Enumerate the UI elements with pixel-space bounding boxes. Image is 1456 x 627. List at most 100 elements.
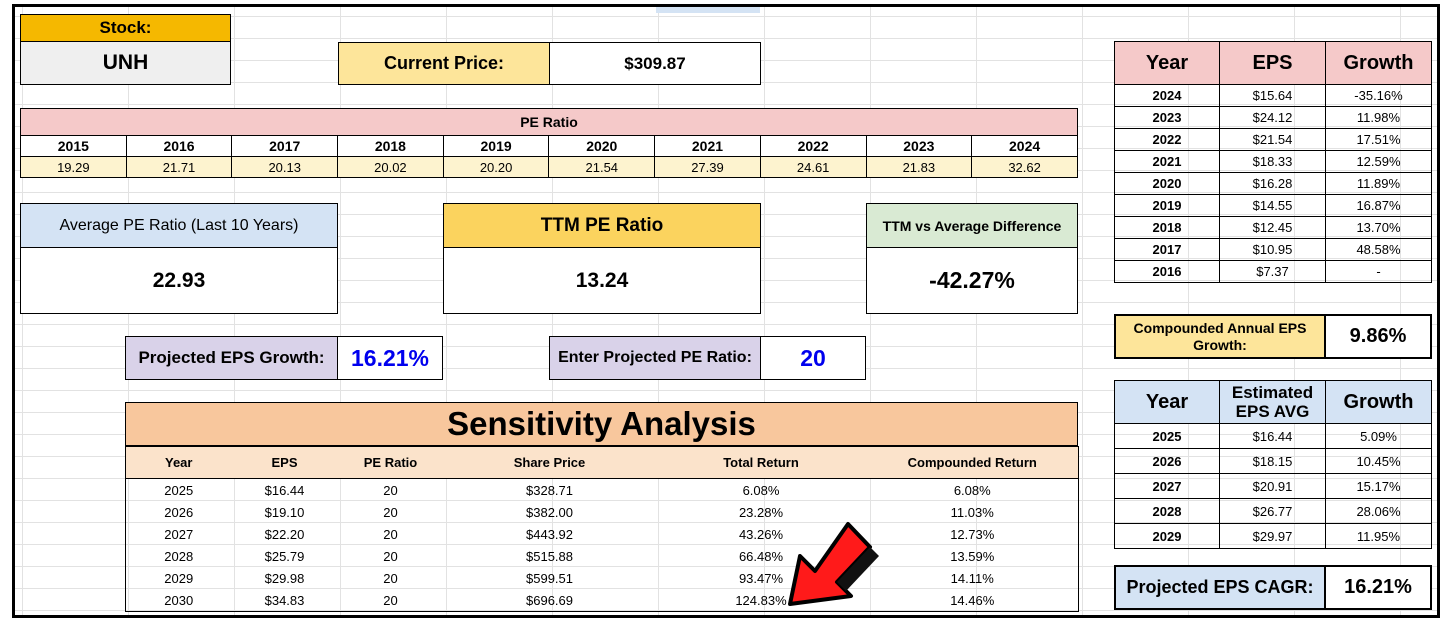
sensitivity-cell: $16.44 [264,482,305,498]
estimated-eps-cell: $26.77 [1219,498,1326,524]
sensitivity-column-header: Total Return [655,446,867,479]
eps-history-cell: 2021 [1114,150,1220,173]
pe-value-cell: 21.54 [548,156,656,178]
eps-history-cell: $21.54 [1219,128,1326,151]
eps-history-cell: - [1325,260,1432,283]
eps-history-cell: $7.37 [1219,260,1326,283]
estimated-eps-cell: $20.91 [1219,473,1326,499]
sensitivity-cell: 2029 [125,567,232,589]
average-pe-value: 22.93 [20,247,338,314]
eps-history-header: EPS [1219,41,1326,85]
estimated-eps-cell: 10.45% [1325,448,1432,474]
eps-history-row: 2024 $15.64 -35.16% [1114,84,1432,107]
projected-pe-input[interactable]: 20 [760,336,866,380]
pe-ratio-table: PE Ratio 2015 2016 2017 2018 2019 2020 2021 202… [20,108,1078,178]
ttm-pe-value: 13.24 [443,247,761,314]
pe-year-cell: 2021 [654,135,761,157]
sensitivity-cell: 20 [383,526,398,542]
compounded-eps-growth-label: Compounded Annual EPS Growth: [1114,314,1326,359]
eps-history-cell: $12.45 [1219,216,1326,239]
eps-history-cell: 2022 [1114,128,1220,151]
ttm-vs-average-value: -42.27% [866,247,1078,314]
estimated-eps-cell: $16.44 [1219,423,1326,449]
estimated-eps-cell: $18.15 [1219,448,1326,474]
estimated-eps-cell: 2027 [1114,473,1220,499]
projected-eps-growth-label: Projected EPS Growth: [125,336,338,380]
estimated-eps-cell: 28.06% [1325,498,1432,524]
sensitivity-column-header: EPS [231,446,338,479]
eps-history-cell: 2023 [1114,106,1220,129]
eps-history-cell: 2016 [1114,260,1220,283]
estimated-eps-header: Year [1114,380,1220,424]
sensitivity-cell: 20 [337,589,444,612]
eps-history-cell: 11.89% [1325,172,1432,195]
eps-history-cell: $15.64 [1219,84,1326,107]
eps-history-cell: $16.28 [1219,172,1326,195]
sensitivity-title: Sensitivity Analysis [125,402,1078,446]
eps-history-cell: $24.12 [1219,106,1326,129]
sensitivity-cell: 20 [383,548,398,564]
estimated-eps-cell: 2029 [1114,523,1220,549]
eps-history-cell: 12.59% [1325,150,1432,173]
sensitivity-column-header: Compounded Return [866,446,1079,479]
pe-value-cell: 19.29 [20,156,127,178]
sensitivity-cell: $443.92 [526,526,573,542]
pe-value-cell: 20.20 [442,156,550,178]
pe-value-cell: 20.02 [337,156,444,178]
estimated-eps-cell: $29.97 [1219,523,1326,549]
pe-value-cell: 20.13 [231,156,339,178]
sensitivity-cell: $22.20 [264,526,305,542]
sensitivity-row: 2025 $16.44 20 $328.71 6.08% 6.08% [125,478,1079,501]
eps-history-row: 2021 $18.33 12.59% [1114,150,1432,173]
sensitivity-cell: $25.79 [264,548,305,564]
sensitivity-cell: 2028 [125,545,232,567]
pe-year-cell: 2019 [442,135,550,157]
sensitivity-cell: $599.51 [526,570,573,586]
current-price-label: Current Price: [338,42,550,85]
stock-ticker[interactable]: UNH [20,41,231,85]
eps-history-cell: 16.87% [1325,194,1432,217]
sensitivity-analysis: Sensitivity Analysis Year EPS PE Ratio Shar… [125,402,1079,612]
sensitivity-cell: $34.83 [231,589,338,612]
pe-year-cell: 2017 [231,135,339,157]
pe-year-cell: 2016 [125,135,233,157]
estimated-eps-row: 2027 $20.91 15.17% [1114,473,1432,499]
estimated-eps-cell: 11.95% [1325,523,1432,549]
ttm-pe-label: TTM PE Ratio [443,203,761,248]
pe-year-cell: 2022 [759,135,867,157]
sensitivity-cell: 12.73% [866,523,1079,545]
sensitivity-cell: 2026 [125,501,232,523]
projected-eps-cagr-value: 16.21% [1324,565,1432,610]
current-price-value[interactable]: $309.87 [549,42,761,85]
sensitivity-cell: 66.48% [738,548,784,564]
sensitivity-cell: 2027 [125,523,232,545]
sensitivity-row: 2026 $19.10 20 $382.00 23.28% 11.03% [125,501,1079,523]
sensitivity-cell: 93.47% [738,570,784,586]
pe-year-cell: 2024 [971,135,1078,157]
eps-history-cell: $10.95 [1219,238,1326,261]
eps-history-header: Year [1114,41,1220,85]
eps-history-cell: -35.16% [1325,84,1432,107]
sensitivity-column-header: Year [125,446,232,479]
sensitivity-cell: 2025 [125,478,232,501]
projected-eps-growth-value[interactable]: 16.21% [337,336,443,380]
estimated-eps-cell: 2025 [1114,423,1220,449]
estimated-eps-row: 2026 $18.15 10.45% [1114,448,1432,474]
estimated-eps-row: 2029 $29.97 11.95% [1114,523,1432,549]
sensitivity-row: 2027 $22.20 20 $443.92 43.26% 12.73% [125,523,1079,545]
eps-history-cell: 13.70% [1325,216,1432,239]
sensitivity-cell: $328.71 [526,482,573,498]
ttm-vs-average-label: TTM vs Average Difference [866,203,1078,248]
sensitivity-cell: $696.69 [443,589,656,612]
pe-year-cell: 2020 [548,135,656,157]
sensitivity-cell: 11.03% [866,501,1079,523]
sensitivity-cell: 20 [383,482,398,498]
sensitivity-cell: 6.08% [866,478,1079,501]
eps-history-cell: 11.98% [1325,106,1432,129]
eps-history-cell: $14.55 [1219,194,1326,217]
pe-value-cell: 21.83 [865,156,973,178]
sensitivity-cell: $29.98 [264,570,305,586]
eps-history-cell: 2019 [1114,194,1220,217]
sensitivity-cell: 14.46% [866,589,1079,612]
estimated-eps-header: Growth [1325,380,1432,424]
